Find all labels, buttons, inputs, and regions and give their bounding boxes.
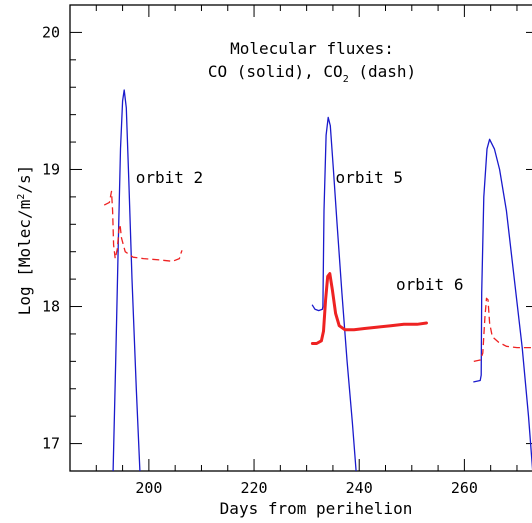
plot-frame: [69, 4, 532, 472]
x-axis-label: Days from perihelion: [220, 499, 413, 518]
tick-labels: 200 220 240 260 17 18 19 20: [42, 23, 478, 497]
co-flux-line-1: [112, 89, 141, 471]
chart-title-line-2: CO (solid), CO2 (dash): [208, 62, 416, 85]
co2-flux-line-1: [310, 272, 428, 345]
axis-ticks: [70, 4, 532, 472]
annotations: orbit 2 orbit 5 orbit 6: [136, 168, 464, 294]
co2-flux-line-1: [473, 297, 532, 363]
series-layer: [103, 89, 532, 471]
x-tick-label: 200: [135, 479, 162, 497]
annotation-orbit-label: orbit 5: [336, 168, 403, 187]
chart-title-line-1: Molecular fluxes:: [230, 39, 394, 58]
annotation-orbit-label: orbit 2: [136, 168, 203, 187]
x-tick-label: 260: [451, 479, 478, 497]
y-tick-label: 18: [42, 298, 60, 316]
y-axis-label: Log [Molec/m2/s]: [15, 165, 34, 316]
x-tick-label: 220: [240, 479, 267, 497]
annotation-orbit-label: orbit 6: [396, 275, 463, 294]
y-tick-label: 17: [42, 435, 60, 453]
co-flux-line-2: [311, 116, 357, 471]
co2-flux-line-1: [103, 190, 183, 262]
y-tick-label: 20: [42, 23, 60, 41]
x-tick-label: 240: [346, 479, 373, 497]
co-flux-line-3: [473, 138, 532, 471]
y-tick-label: 19: [42, 160, 60, 178]
